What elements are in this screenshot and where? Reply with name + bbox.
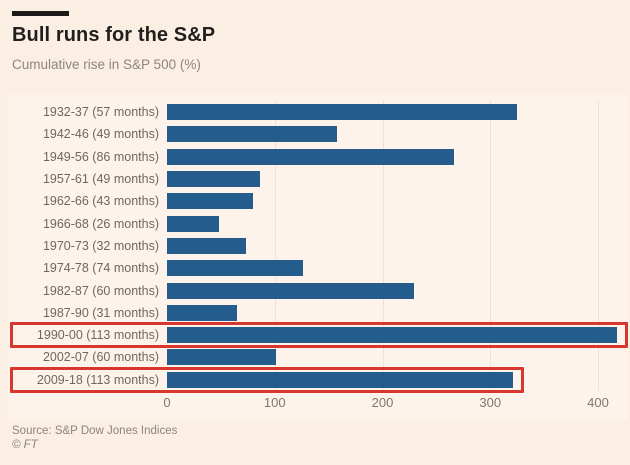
chart-row: 1970-73 (32 months) [8,235,628,257]
bar [167,282,414,299]
bar [167,126,338,143]
chart-row: 1957-61 (49 months) [8,168,628,190]
bar [167,349,276,366]
category-label: 2002-07 (60 months) [42,350,159,365]
axis-tick-label: 400 [587,395,609,410]
category-label: 1932-37 (57 months) [42,105,159,120]
gridline-400 [598,101,599,391]
chart-panel: 1932-37 (57 months) 1942-46 (49 months) 19… [8,95,629,421]
chart-row: 1987-90 (31 months) [8,302,628,324]
chart-title: Bull runs for the S&P [12,24,216,46]
bar [167,148,454,165]
category-label: 1970-73 (32 months) [42,238,159,253]
axis-tick-label: 200 [371,395,394,410]
chart-row: 1949-56 (86 months) [8,146,628,168]
bar [167,371,513,388]
category-label: 1974-78 (74 months) [42,261,159,276]
axis-tick-label: 0 [163,395,171,410]
category-label: 1942-46 (49 months) [42,127,159,142]
gridline-100 [274,101,276,391]
category-label: 1949-56 (86 months) [42,149,159,164]
chart-subtitle: Cumulative rise in S&P 500 (%) [12,57,201,72]
chart-row: 1962-66 (43 months) [8,190,628,212]
bar [167,171,260,188]
highlight-box [10,321,629,349]
bar [167,260,303,277]
ft-credit: © FT [12,439,38,451]
category-label: 2009-18 (113 months) [36,372,159,387]
category-label: 1962-66 (43 months) [42,194,159,209]
chart-row: 1966-68 (26 months) [8,212,628,234]
axis-tick-label: 100 [263,395,286,410]
chart-row: 1932-37 (57 months) [8,101,628,123]
category-label: 1987-90 (31 months) [42,305,159,320]
category-label: 1990-00 (113 months) [36,328,159,343]
chart-plot-area: 1932-37 (57 months) 1942-46 (49 months) 19… [8,101,629,393]
chart-row: 1942-46 (49 months) [8,123,628,145]
x-axis: 0 100 200 300 400 [8,391,628,415]
chart-row: 1974-78 (74 months) [8,257,628,279]
title-rule [12,11,69,16]
highlight-box [10,366,524,393]
chart-row: 2002-07 (60 months) [8,346,628,368]
category-label: 1957-61 (49 months) [42,172,159,187]
bar [167,215,219,232]
chart-row: 2009-18 (113 months) [8,366,628,393]
source-text: Source: S&P Dow Jones Indices [12,425,178,437]
category-label: 1982-87 (60 months) [42,283,159,298]
gridline-300 [490,101,492,391]
bar [167,237,246,254]
bar [167,104,518,121]
bar [167,304,238,321]
bar [167,193,254,210]
gridline-200 [382,101,384,391]
bar [167,327,618,344]
axis-tick-label: 300 [479,395,502,410]
category-label: 1966-68 (26 months) [42,216,159,231]
chart-footer: Source: S&P Dow Jones Indices © FT [12,425,177,451]
chart-row: 1990-00 (113 months) [8,321,629,349]
chart-row: 1982-87 (60 months) [8,279,628,301]
